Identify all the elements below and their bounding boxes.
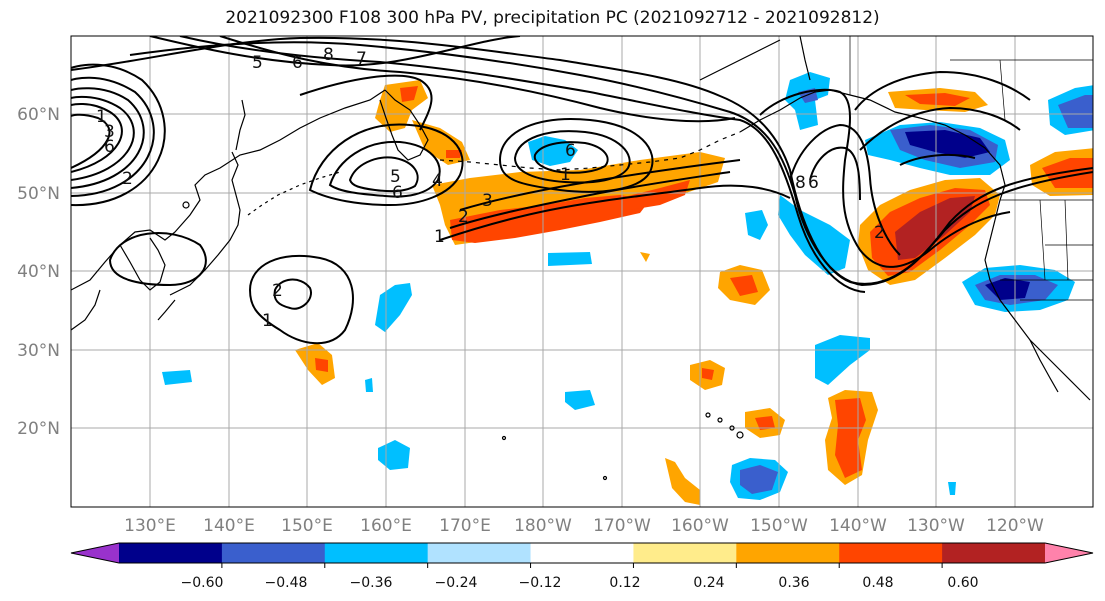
contour-label: 2 [122, 169, 133, 189]
colorbar-segment [221, 543, 326, 563]
lon-label: 170°E [439, 516, 491, 536]
colorbar-segment [839, 543, 943, 563]
lat-label: 40°N [17, 262, 60, 282]
colorbar-segment [942, 543, 1046, 563]
contour-label: 3 [104, 122, 115, 142]
colorbar-segment [119, 543, 223, 563]
colorbar-tick-label: −0.60 [181, 575, 224, 591]
lon-label: 130°W [907, 516, 965, 536]
longitude-labels: 130°E 140°E 150°E 160°E 170°E 180°W 170°… [124, 516, 1044, 536]
contour-label: 1 [560, 165, 571, 185]
lon-label: 160°E [360, 516, 412, 536]
lon-label: 140°W [829, 516, 887, 536]
contour-label: 1 [434, 227, 445, 247]
colorbar-segment [427, 543, 532, 563]
colorbar-tick-label: 0.36 [778, 575, 809, 591]
contour-label: 1 [262, 311, 273, 331]
lon-label: 150°W [750, 516, 808, 536]
colorbar-tick-label: −0.12 [519, 575, 562, 591]
gridlines [71, 36, 1093, 507]
colorbar [70, 542, 1094, 568]
contour-label: 1 [96, 107, 107, 127]
colorbar-tick-label: 0.60 [947, 575, 978, 591]
contour-label: 8 [795, 173, 806, 193]
lat-label: 60°N [17, 105, 60, 125]
lon-label: 160°W [671, 516, 729, 536]
contour-label: 5 [252, 53, 263, 73]
contour-label: 8 [323, 45, 334, 65]
colorbar-tick-label: −0.48 [265, 575, 308, 591]
colorbar-segment [324, 543, 429, 563]
colorbar-tick-label: 0.12 [609, 575, 640, 591]
contour-label: 6 [104, 137, 115, 157]
lon-label: 180°W [514, 516, 572, 536]
lon-label: 150°E [281, 516, 333, 536]
colorbar-tick-labels: −0.60 −0.48 −0.36 −0.24 −0.12 0.12 0.24 … [181, 575, 979, 591]
colorbar-extend-min [71, 543, 119, 563]
colorbar-tick-label: 0.24 [693, 575, 724, 591]
colorbar-extend-max [1045, 543, 1093, 563]
map-title: 2021092300 F108 300 hPa PV, precipitatio… [225, 8, 880, 28]
contour-label: 3 [482, 191, 493, 211]
lat-label: 30°N [17, 341, 60, 361]
lon-label: 140°E [203, 516, 255, 536]
contour-labels: 5 6 8 7 1 3 6 2 5 4 6 2 3 1 2 1 6 1 8 6 … [96, 45, 885, 331]
colorbar-segment [530, 543, 634, 563]
lon-label: 120°W [986, 516, 1044, 536]
contour-label: 7 [356, 49, 367, 69]
contour-label: 6 [292, 53, 303, 73]
lon-label: 170°W [593, 516, 651, 536]
contour-label: 5 [390, 167, 401, 187]
contour-label: 6 [808, 173, 819, 193]
map-frame [70, 35, 1094, 508]
colorbar-tick-label: 0.48 [862, 575, 893, 591]
colorbar-segment [736, 543, 840, 563]
contour-label: 6 [565, 141, 576, 161]
borders [849, 36, 1093, 301]
colorbar-outline [70, 542, 1094, 564]
pv-contours [71, 36, 1093, 345]
colorbar-tick-label: −0.24 [435, 575, 478, 591]
contour-label: 2 [874, 223, 885, 243]
contour-label: 2 [272, 281, 283, 301]
colorbar-tick-label: −0.36 [350, 575, 393, 591]
contour-label: 2 [458, 207, 469, 227]
contour-label: 6 [392, 183, 403, 203]
lat-label: 50°N [17, 184, 60, 204]
colorbar-segment [633, 543, 737, 563]
contour-label: 4 [432, 171, 443, 191]
lon-label: 130°E [124, 516, 176, 536]
lat-label: 20°N [17, 419, 60, 439]
latitude-labels: 60°N 50°N 40°N 30°N 20°N [17, 105, 60, 439]
